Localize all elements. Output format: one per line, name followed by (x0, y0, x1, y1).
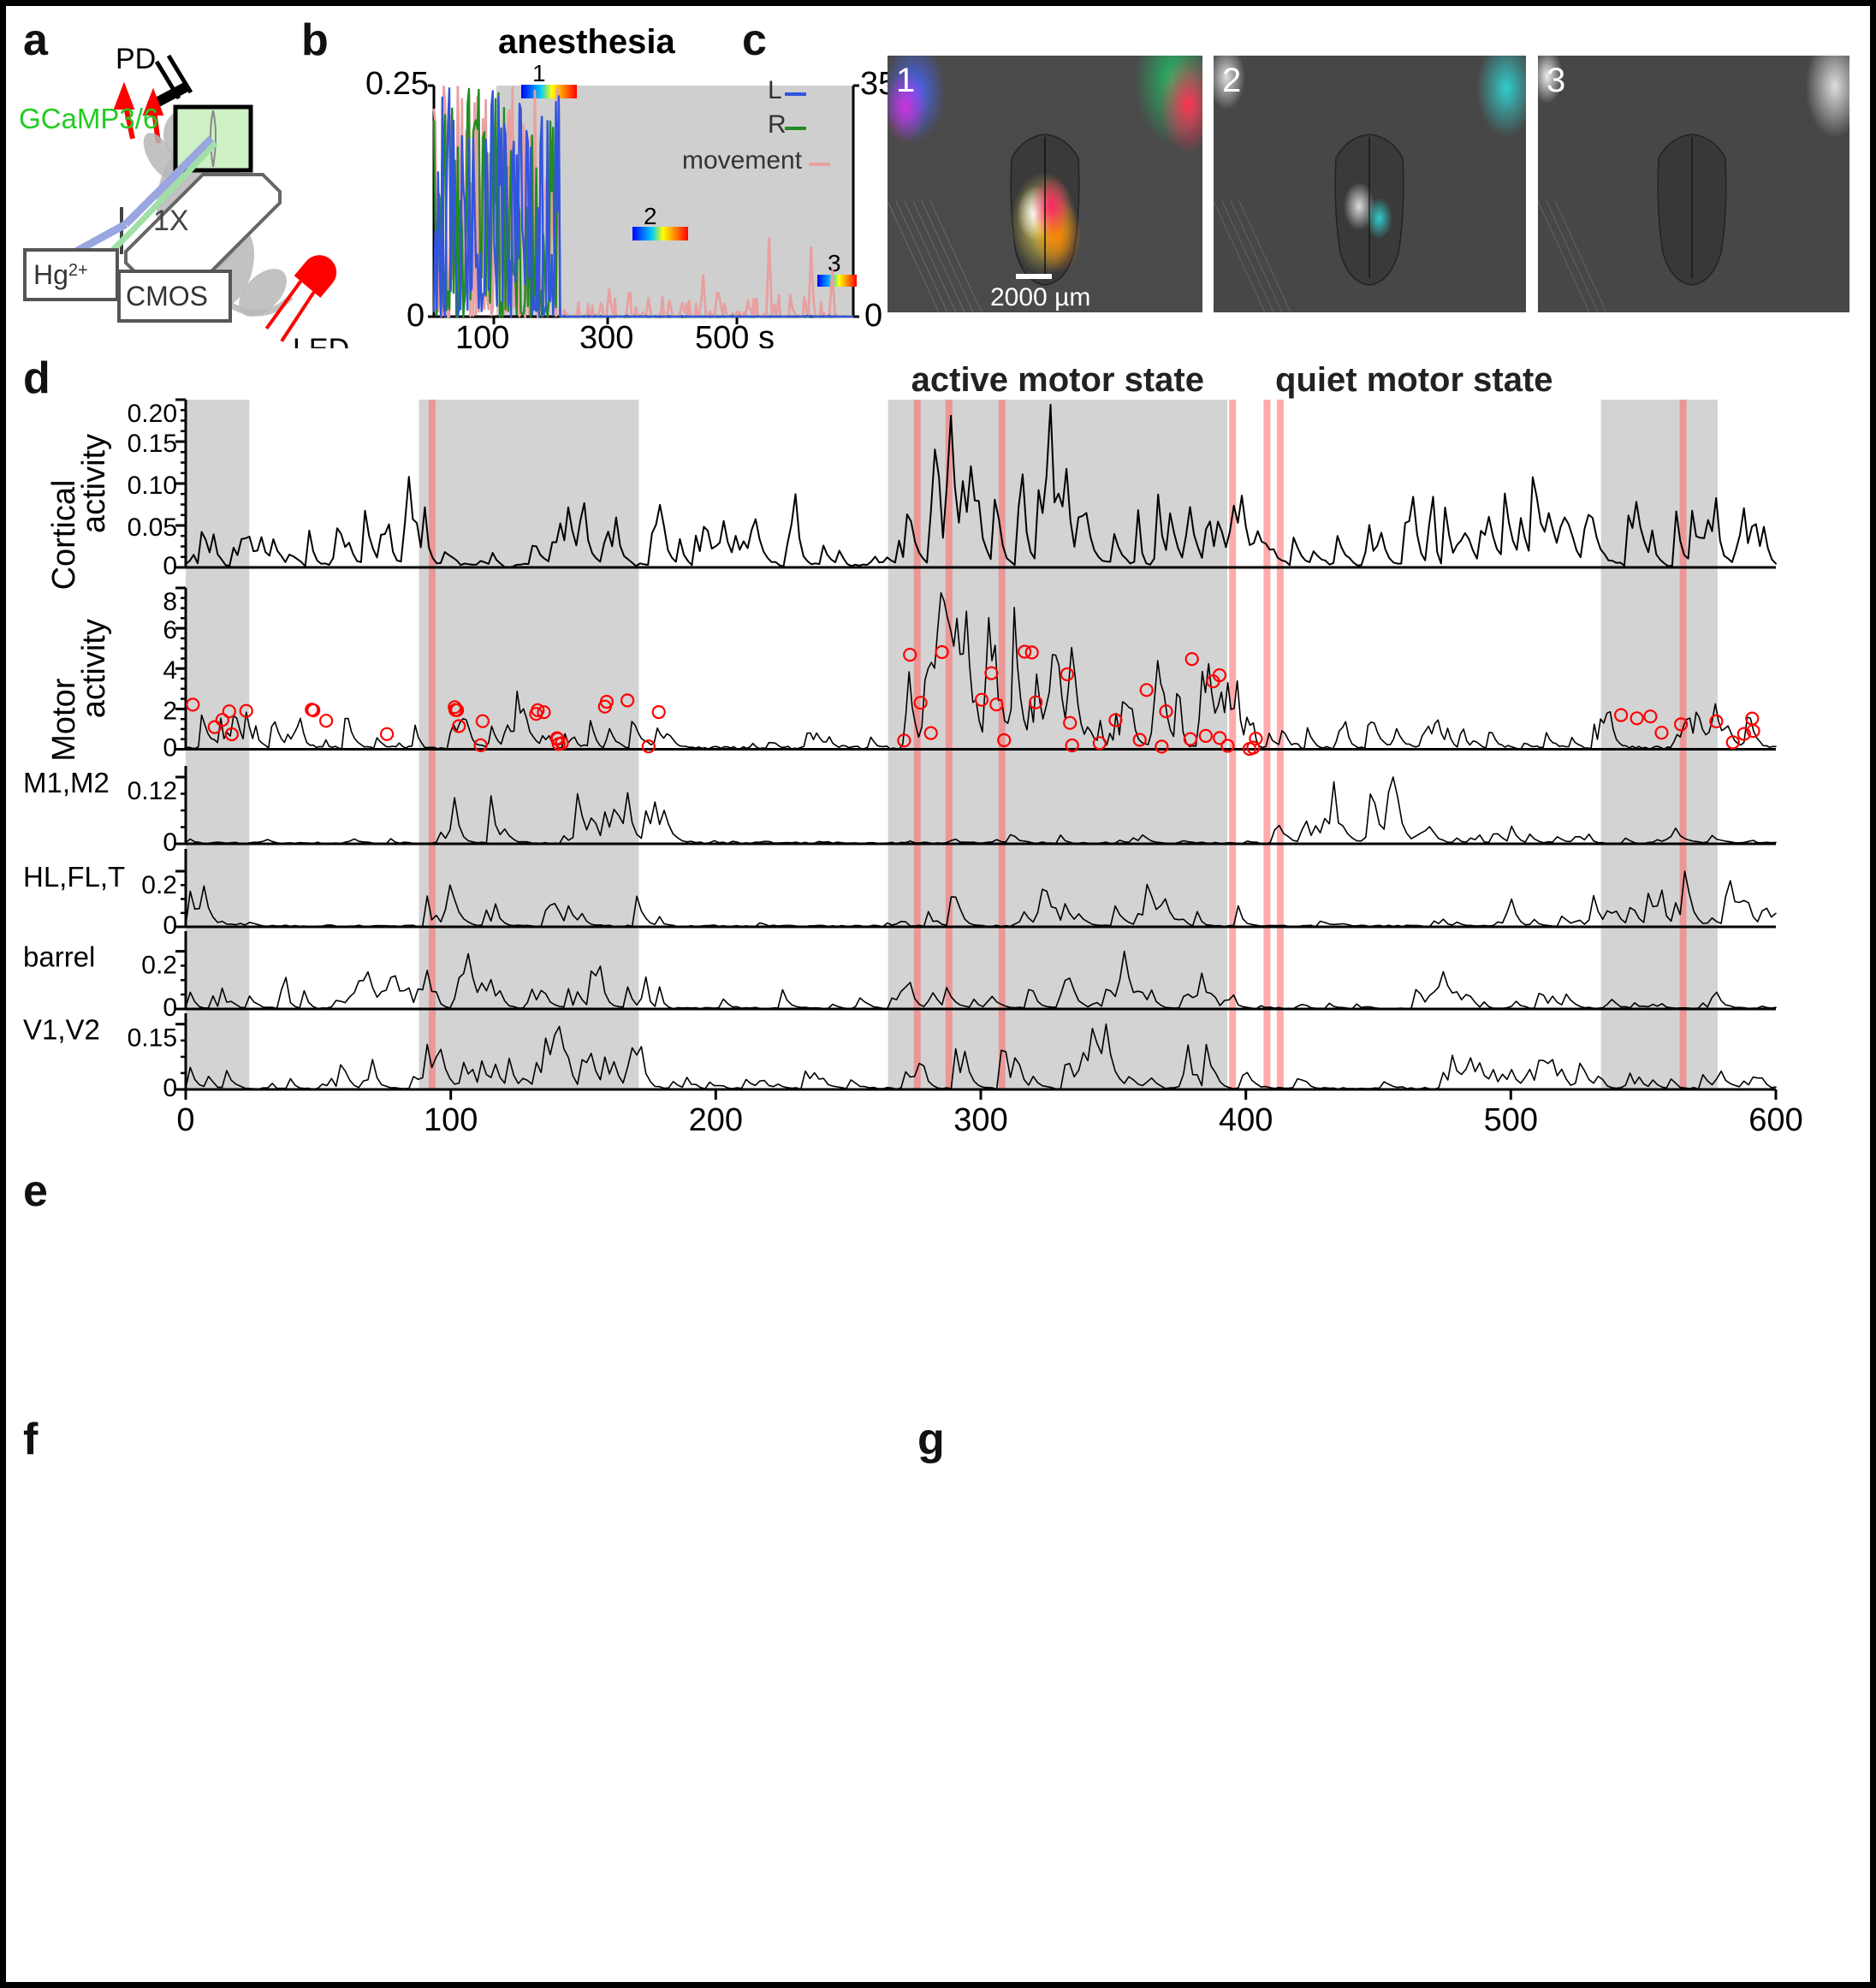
svg-text:0: 0 (163, 1074, 177, 1102)
svg-text:8: 8 (163, 588, 177, 616)
svg-text:PD: PD (116, 43, 156, 75)
svg-text:barrel: barrel (23, 941, 95, 973)
svg-text:0: 0 (163, 552, 177, 580)
svg-text:400: 400 (1219, 1102, 1273, 1136)
svg-text:4: 4 (163, 656, 177, 685)
svg-text:100: 100 (455, 320, 509, 348)
svg-text:200: 200 (689, 1102, 743, 1136)
svg-text:0: 0 (163, 994, 177, 1022)
svg-text:0: 0 (163, 828, 177, 857)
svg-text:0.15: 0.15 (128, 1024, 177, 1053)
svg-text:2: 2 (163, 697, 177, 725)
svg-text:GCaMP3/6: GCaMP3/6 (19, 103, 158, 134)
svg-text:3: 3 (1547, 62, 1565, 99)
svg-text:R: R (768, 110, 787, 139)
svg-text:2: 2 (644, 203, 657, 229)
svg-text:1: 1 (532, 60, 546, 86)
svg-text:V1,V2: V1,V2 (23, 1014, 100, 1046)
svg-text:0: 0 (163, 734, 177, 763)
svg-text:0.25: 0.25 (365, 66, 429, 102)
svg-text:anesthesia: anesthesia (498, 23, 676, 61)
svg-text:0: 0 (864, 298, 882, 334)
svg-text:CMOS: CMOS (126, 281, 208, 312)
svg-text:activity: activity (76, 619, 112, 718)
svg-text:0.2: 0.2 (141, 871, 177, 899)
svg-text:activity: activity (76, 434, 112, 533)
svg-text:0: 0 (176, 1102, 194, 1136)
svg-text:500: 500 (1484, 1102, 1538, 1136)
svg-text:3: 3 (828, 250, 841, 276)
svg-text:0.2: 0.2 (141, 952, 177, 980)
svg-text:300: 300 (953, 1102, 1007, 1136)
svg-text:L: L (768, 76, 782, 104)
svg-text:0.12: 0.12 (128, 777, 177, 805)
svg-text:0: 0 (163, 911, 177, 940)
svg-text:0.20: 0.20 (128, 400, 177, 428)
svg-text:0.15: 0.15 (128, 430, 177, 458)
svg-text:movement: movement (682, 146, 803, 175)
svg-text:0.10: 0.10 (128, 472, 177, 500)
svg-text:M1,M2: M1,M2 (23, 767, 110, 798)
svg-text:2: 2 (1222, 62, 1241, 99)
svg-text:HL,FL,T: HL,FL,T (23, 861, 125, 893)
svg-text:quiet motor state: quiet motor state (1275, 365, 1552, 399)
svg-text:active motor state: active motor state (911, 365, 1204, 399)
svg-text:1: 1 (896, 62, 915, 99)
svg-text:100: 100 (424, 1102, 478, 1136)
svg-text:2000 µm: 2000 µm (990, 283, 1090, 312)
svg-text:300: 300 (579, 320, 633, 348)
svg-text:0: 0 (407, 298, 424, 334)
svg-text:1X: 1X (153, 205, 189, 237)
svg-text:600: 600 (1748, 1102, 1802, 1136)
svg-text:500 s: 500 s (695, 320, 775, 348)
svg-text:6: 6 (163, 616, 177, 644)
svg-text:0.05: 0.05 (128, 513, 177, 542)
